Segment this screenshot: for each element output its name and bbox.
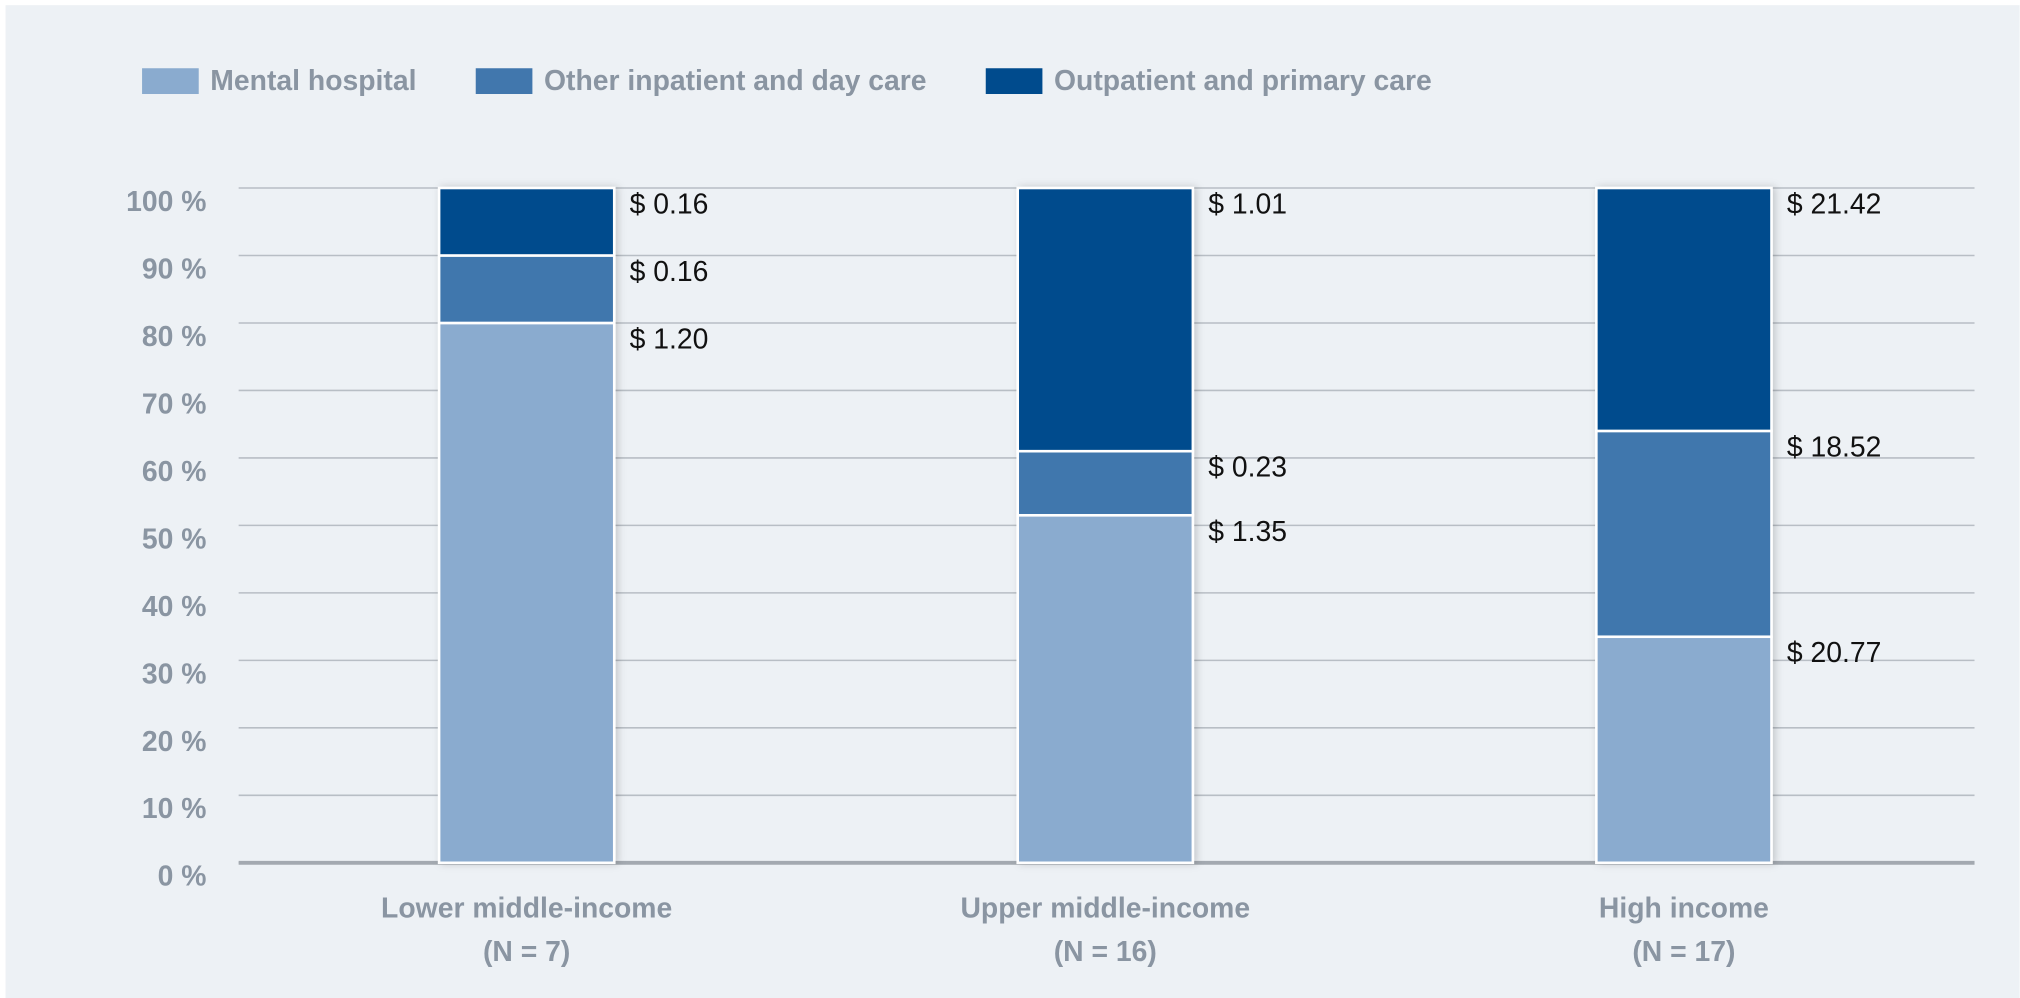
- y-tick-label: 20 %: [142, 726, 207, 758]
- legend-label: Outpatient and primary care: [1054, 65, 1432, 97]
- value-label: $ 1.20: [630, 323, 709, 355]
- value-label: $ 0.23: [1208, 452, 1287, 484]
- bar-segment: [437, 321, 616, 865]
- legend-swatch: [142, 68, 199, 95]
- bar-stack: [437, 186, 616, 865]
- bar-segment: [1016, 186, 1195, 453]
- value-label: $ 21.42: [1787, 189, 1882, 221]
- x-tick-line: High income: [1599, 893, 1769, 925]
- bar-stack: [1016, 186, 1195, 865]
- y-tick-label: 40 %: [142, 591, 207, 623]
- bar-segment: [1595, 429, 1773, 639]
- y-tick-label: 50 %: [142, 523, 207, 555]
- y-tick-label: 100 %: [126, 186, 206, 218]
- bar-segment: [437, 254, 616, 325]
- x-tick-line: Upper middle-income: [960, 893, 1250, 925]
- y-tick-label: 90 %: [142, 253, 207, 285]
- bar-stack: [1595, 186, 1773, 865]
- bar-segment: [1016, 513, 1195, 865]
- y-tick-label: 30 %: [142, 658, 207, 690]
- x-tick-line: Lower middle-income: [381, 893, 672, 925]
- y-tick-label: 10 %: [142, 793, 207, 825]
- legend-swatch: [475, 68, 533, 95]
- value-label: $ 0.16: [630, 256, 709, 288]
- legend-label: Mental hospital: [210, 65, 416, 97]
- bar-segment: [1016, 449, 1195, 517]
- value-label: $ 18.52: [1787, 431, 1882, 463]
- bar-segment: [437, 186, 616, 257]
- x-tick-line: (N = 7): [483, 937, 570, 969]
- x-tick-line: (N = 16): [1054, 937, 1157, 969]
- legend-swatch: [985, 68, 1043, 95]
- x-tick-line: (N = 17): [1632, 937, 1735, 969]
- bar-segment: [1595, 635, 1773, 865]
- value-label: $ 1.35: [1208, 516, 1287, 548]
- y-tick-label: 0 %: [158, 861, 207, 893]
- x-tick-label: High income (N = 17): [1599, 893, 1769, 969]
- y-tick-label: 70 %: [142, 388, 207, 420]
- value-label: $ 0.16: [630, 189, 709, 221]
- x-tick-label: Lower middle-income (N = 7): [381, 893, 672, 969]
- bar-segment: [1595, 186, 1773, 433]
- value-label: $ 20.77: [1787, 637, 1882, 669]
- value-label: $ 1.01: [1208, 189, 1287, 221]
- legend-label: Other inpatient and day care: [544, 65, 927, 97]
- y-tick-label: 80 %: [142, 321, 207, 353]
- x-tick-label: Upper middle-income (N = 16): [960, 893, 1250, 969]
- y-tick-label: 60 %: [142, 456, 207, 488]
